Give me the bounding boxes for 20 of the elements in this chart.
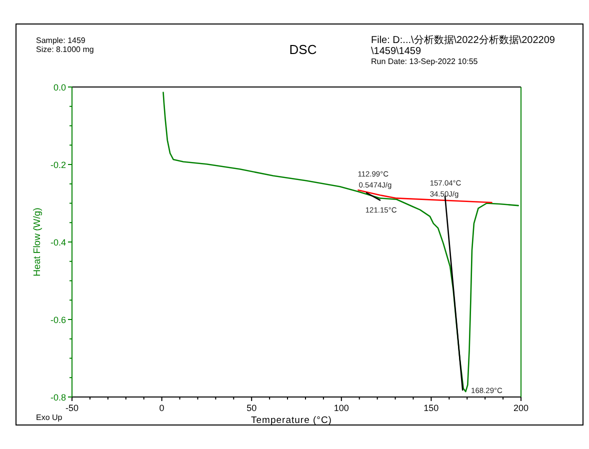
x-tick-label: 150 (424, 403, 439, 413)
y-axis-title: Heat Flow (W/g) (32, 208, 43, 276)
x-tick-label: 50 (246, 403, 257, 413)
text: Sample: 1459 (36, 36, 86, 45)
x-tick-label: 100 (334, 403, 349, 413)
x-tick-label: 0 (159, 403, 164, 413)
text: File: D:...\分析数据\2022分析数据\202209\1459\1459 (371, 34, 556, 57)
y-tick-label: -0.8 (50, 392, 66, 402)
text: Size: 8.1000 mg (36, 45, 94, 54)
line-series (358, 189, 492, 204)
x-tick-label: 200 (513, 403, 529, 413)
text: Exo Up (36, 413, 63, 422)
y-tick-label: -0.6 (50, 315, 66, 325)
x-axis-title: Temperature (°C) (251, 415, 332, 426)
y-tick-label: 0.0 (53, 82, 66, 92)
y-tick-label: -0.2 (50, 160, 66, 170)
x-tick-label: -50 (65, 403, 79, 413)
chart-title: DSC (289, 42, 317, 57)
text: Run Date: 13-Sep-2022 10:55 (371, 57, 478, 66)
y-tick-label: -0.4 (50, 238, 66, 248)
